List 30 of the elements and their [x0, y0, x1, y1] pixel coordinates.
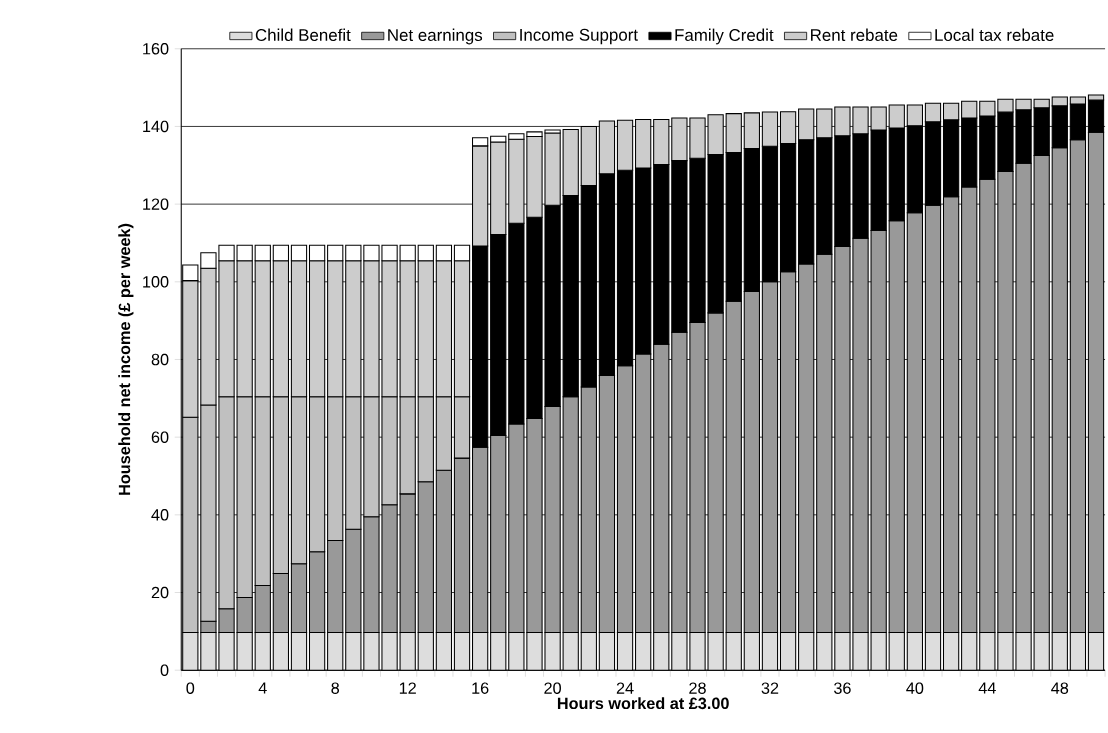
- y-tick-label: 40: [151, 509, 169, 521]
- x-tick-label: 40: [906, 682, 924, 695]
- x-axis-title: Hours worked at £3.00: [557, 697, 729, 710]
- y-axis-title: Household net income (£ per week): [118, 224, 134, 496]
- legend-label: Rent rebate: [811, 28, 898, 42]
- y-tick-label: 20: [151, 586, 169, 599]
- y-tick-label: 160: [143, 43, 169, 55]
- y-tick-label: 140: [143, 120, 169, 133]
- x-tick-label: 0: [186, 682, 195, 695]
- legend-label: Child Benefit: [255, 28, 351, 42]
- x-tick-label: 28: [689, 682, 706, 695]
- x-tick-label: 44: [978, 682, 996, 694]
- legend-label: Net earnings: [388, 28, 483, 45]
- x-tick-label: 36: [833, 682, 851, 695]
- x-tick-label: 32: [761, 682, 779, 695]
- x-tick-label: 24: [616, 682, 634, 694]
- x-tick-label: 12: [399, 682, 416, 694]
- y-tick-label: 0: [160, 664, 169, 677]
- x-tick-label: 4: [258, 682, 267, 694]
- x-tick-label: 48: [1051, 682, 1069, 695]
- x-tick-label: 8: [331, 682, 340, 695]
- y-tick-label: 120: [143, 198, 169, 211]
- x-tick-label: 20: [544, 682, 561, 695]
- legend-label: Family Credit: [675, 28, 774, 45]
- legend-label: Income Support: [520, 29, 638, 45]
- x-tick-label: 16: [472, 682, 489, 695]
- y-tick-label: 80: [151, 353, 169, 366]
- y-tick-label: 100: [143, 276, 169, 288]
- legend-label: Local tax rebate: [935, 28, 1054, 42]
- y-tick-label: 60: [151, 431, 169, 444]
